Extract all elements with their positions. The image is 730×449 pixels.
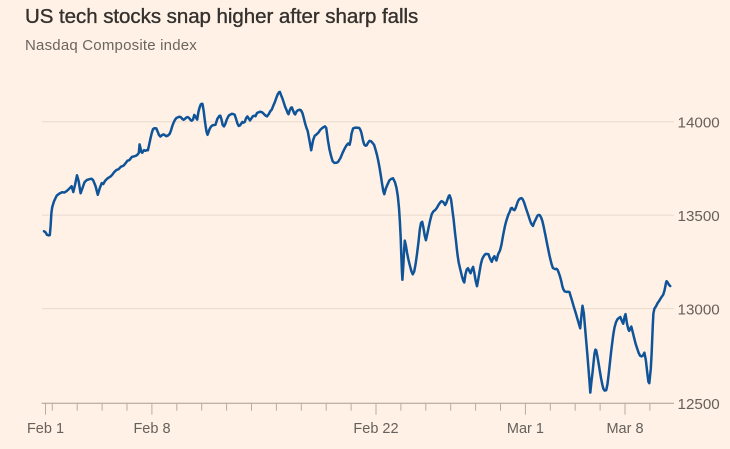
svg-text:13500: 13500 — [678, 208, 720, 225]
svg-text:12500: 12500 — [678, 396, 720, 413]
svg-text:Feb 1: Feb 1 — [27, 421, 64, 437]
svg-text:Feb 22: Feb 22 — [353, 421, 398, 437]
svg-text:Mar 1: Mar 1 — [507, 421, 544, 437]
svg-text:Feb 8: Feb 8 — [133, 421, 170, 437]
svg-text:Mar 8: Mar 8 — [606, 421, 643, 437]
svg-text:14000: 14000 — [678, 115, 720, 132]
svg-text:13000: 13000 — [678, 302, 720, 319]
